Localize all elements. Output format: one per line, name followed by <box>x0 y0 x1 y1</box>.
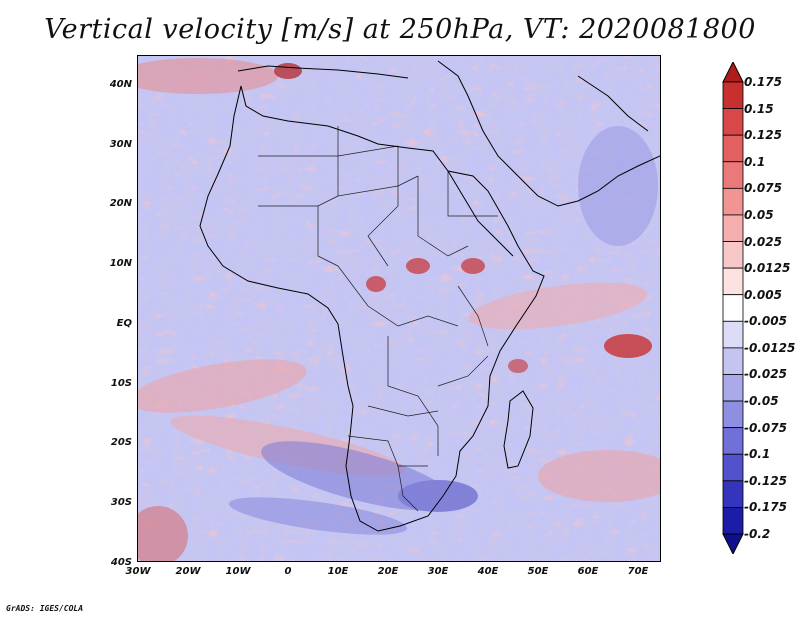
colorbar-bin <box>722 427 744 455</box>
lon-tick-label: 20W <box>175 566 201 577</box>
vertical-velocity-field <box>138 56 660 561</box>
lat-tick-label: 10S <box>110 378 132 389</box>
colorbar-tick-label: 0.005 <box>744 287 782 302</box>
colorbar-tick-label: -0.1 <box>744 447 771 462</box>
colorbar-bin <box>722 134 744 163</box>
country-borders <box>258 126 498 512</box>
colorbar-tick-label: -0.0125 <box>744 340 796 355</box>
lon-tick-label: 10E <box>327 566 349 577</box>
colorbar-bin <box>722 320 744 349</box>
colorbar-tick-label: -0.005 <box>744 314 787 329</box>
lat-tick-label: 20S <box>110 437 132 448</box>
colorbar-bin <box>722 374 744 402</box>
map-panel <box>137 55 661 562</box>
strong-ascent-spots <box>274 63 652 373</box>
colorbar-tick-label: -0.075 <box>744 420 787 435</box>
lat-tick-label: 40S <box>110 557 132 568</box>
colorbar-bin <box>722 81 744 109</box>
colorbar-bin <box>722 507 744 535</box>
lat-tick-label: 30S <box>110 497 132 508</box>
lon-tick-label: 20E <box>377 566 399 577</box>
lon-tick-label: 10W <box>225 566 251 577</box>
lon-tick-label: 60E <box>577 566 599 577</box>
colorbar-tick-label: 0.1 <box>744 154 766 169</box>
lon-tick-label: 50E <box>527 566 549 577</box>
map-title: Vertical velocity [m/s] at 250hPa, VT: 2… <box>44 14 756 45</box>
colorbar-bin <box>722 294 744 322</box>
colorbar-bin <box>722 480 744 508</box>
lat-tick-label: EQ <box>116 318 132 329</box>
lon-tick-label: 0 <box>284 566 292 577</box>
colorbar-bin <box>722 400 744 429</box>
colorbar-tick-label: 0.025 <box>744 234 782 249</box>
colorbar-bin <box>722 267 744 296</box>
colorbar-bin <box>722 214 744 242</box>
lon-tick-label: 40E <box>477 566 499 577</box>
colorbar-max-arrow <box>722 62 744 83</box>
footer-credit: GrADS: IGES/COLA <box>6 604 84 613</box>
colorbar-tick-label: -0.2 <box>744 527 771 541</box>
colorbar-tick-label: -0.05 <box>744 394 779 409</box>
lon-tick-label: 70E <box>627 566 649 577</box>
colorbar-bin <box>722 161 744 189</box>
colorbar-tick-label: 0.075 <box>744 181 782 196</box>
lat-tick-label: 10N <box>109 258 132 269</box>
lat-tick-label: 20N <box>109 198 132 209</box>
lon-tick-label: 30W <box>125 566 151 577</box>
colorbar-tick-label: -0.175 <box>744 500 787 515</box>
colorbar-bin <box>722 347 744 375</box>
lon-tick-label: 30E <box>427 566 449 577</box>
colorbar <box>722 62 744 554</box>
lat-tick-label: 30N <box>109 139 132 150</box>
colorbar-tick-label: 0.15 <box>744 101 774 116</box>
coastlines <box>199 60 660 532</box>
colorbar-min-arrow <box>722 533 744 554</box>
descent-bands <box>228 126 658 535</box>
colorbar-tick-label: -0.125 <box>744 473 787 488</box>
colorbar-bin <box>722 187 744 216</box>
colorbar-bin <box>722 108 744 136</box>
colorbar-tick-label: 0.05 <box>744 207 774 222</box>
lat-tick-label: 40N <box>109 79 132 90</box>
colorbar-tick-label: 0.175 <box>744 75 782 89</box>
colorbar-bin <box>722 453 744 482</box>
colorbar-tick-label: -0.025 <box>744 367 787 382</box>
colorbar-bin <box>722 241 744 269</box>
colorbar-tick-label: 0.0125 <box>744 261 791 276</box>
colorbar-tick-label: 0.125 <box>744 128 782 143</box>
